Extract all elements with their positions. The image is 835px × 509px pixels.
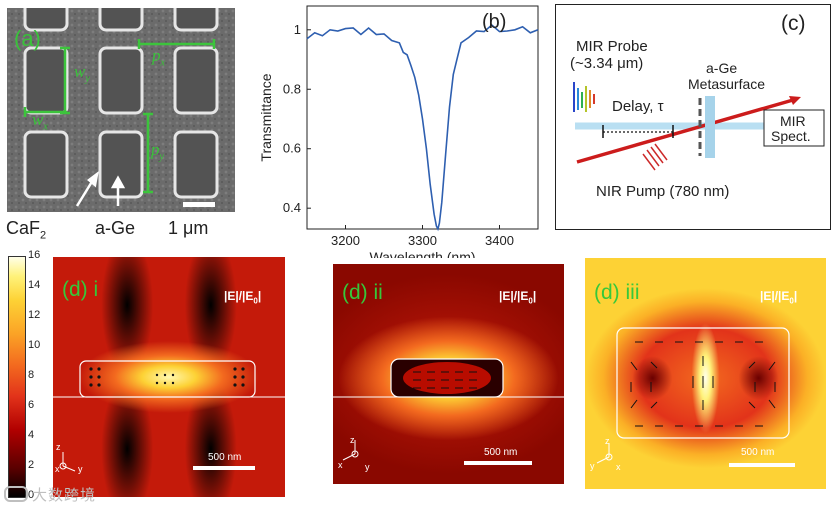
- y-tick-label: 0.8: [283, 81, 301, 96]
- colorbar-tick: 10: [28, 339, 41, 351]
- axis-c-iii: y: [590, 461, 595, 471]
- axis-a-i: z: [56, 442, 61, 452]
- probe-pulse: [573, 82, 595, 112]
- axis-b-ii: y: [365, 462, 370, 472]
- pump-label: NIR Pump (780 nm): [596, 183, 730, 200]
- x-tick-label: 3200: [331, 233, 360, 248]
- axis-c-ii: x: [338, 460, 343, 470]
- y-tick-label: 0.4: [283, 200, 301, 215]
- x-tick-label: 3400: [485, 233, 514, 248]
- colorbar-tick: 4: [28, 429, 35, 441]
- colorbar-tick: 14: [28, 279, 41, 291]
- scalebar-label-iii: 500 nm: [741, 447, 775, 458]
- x-axis-label: Wavelength (nm): [369, 249, 475, 258]
- field-overlay-ii: [333, 358, 564, 465]
- field-title-ii: |E|/|E0|: [499, 289, 537, 306]
- sem-image: [7, 0, 235, 212]
- scalebar-label-ii: 500 nm: [484, 447, 518, 458]
- panel-b-label: (b): [482, 11, 506, 33]
- watermark: 大数跨境: [4, 484, 96, 505]
- y-tick-label: 0.6: [283, 141, 301, 156]
- field-label-ii: (d) ii: [342, 281, 383, 304]
- metasurface-label-1: a-Ge: [706, 60, 738, 76]
- delay-label: Delay, τ: [612, 98, 664, 115]
- watermark-text: 大数跨境: [32, 487, 97, 504]
- setup-drawing: [573, 82, 825, 171]
- py-label: py: [151, 140, 164, 163]
- wy-label: wy: [74, 62, 90, 85]
- colorbar-tick: 16: [28, 249, 41, 261]
- field-title-iii: |E|/|E0|: [760, 289, 798, 306]
- colorbar-ticks: 16 14 12 10 8 6 4 2 0: [28, 249, 48, 501]
- sem-scalebar: [183, 202, 215, 207]
- y-tick-label: 1: [294, 22, 301, 37]
- watermark-logo-icon: [4, 486, 28, 502]
- colorbar-tick: 6: [28, 399, 35, 411]
- field-label-i: (d) i: [62, 278, 99, 301]
- metasurface-label-2: Metasurface: [688, 76, 766, 92]
- axis-c-i: x: [55, 464, 60, 474]
- sem-scale-label: 1 μm: [168, 218, 209, 238]
- probe-title: MIR Probe: [576, 38, 648, 55]
- panel-a-label: (a): [14, 26, 41, 51]
- field-map-ii: [333, 264, 564, 484]
- colorbar: [8, 256, 26, 498]
- pump-beam: [576, 98, 794, 164]
- axis-b-i: y: [78, 464, 83, 474]
- transmittance-chart: 3200 3300 3400 0.4 0.6 0.8 1 Wavelength (nm) Tra…: [258, 5, 539, 258]
- spect-label-1: MIR: [780, 113, 806, 129]
- sem-pillars: [7, 0, 235, 212]
- field-overlay-iii: [596, 327, 795, 467]
- material-caf2: CaF2: [6, 218, 47, 242]
- colorbar-tick: 0: [28, 489, 35, 501]
- series-line: [306, 23, 539, 232]
- px-label: px: [152, 46, 165, 69]
- axis-a-iii: z: [605, 436, 610, 446]
- material-age: a-Ge: [95, 218, 136, 238]
- spectrometer-box: [763, 109, 825, 147]
- colorbar-tick: 2: [28, 459, 35, 471]
- scalebar-label-i: 500 nm: [208, 452, 242, 463]
- field-map-i: [53, 257, 285, 497]
- y-axis-label: Transmittance: [258, 73, 274, 161]
- colorbar-tick: 8: [28, 369, 35, 381]
- x-tick-label: 3300: [408, 233, 437, 248]
- axis-a-ii: z: [350, 435, 355, 445]
- wx-label: wx: [32, 110, 48, 133]
- colorbar-tick: 12: [28, 309, 41, 321]
- field-label-iii: (d) iii: [594, 281, 640, 304]
- pump-pulse: [642, 143, 668, 171]
- field-title-i: |E|/|E0|: [224, 289, 262, 306]
- probe-wavelength: (~3.34 μm): [570, 55, 644, 72]
- field-map-iii: [585, 258, 826, 489]
- setup-schematic: [555, 4, 831, 230]
- spect-label-2: Spect.: [771, 128, 811, 144]
- field-overlay-i: [53, 360, 285, 472]
- axis-b-iii: x: [616, 462, 621, 472]
- metasurface-slab: [705, 96, 715, 158]
- panel-c-label: (c): [781, 12, 806, 35]
